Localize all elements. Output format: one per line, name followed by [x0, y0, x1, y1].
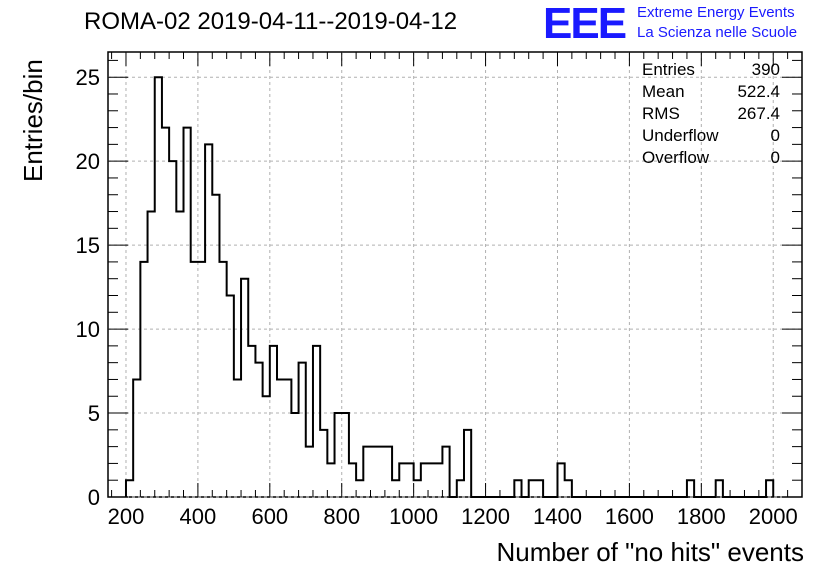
- histogram-bin: [378, 447, 385, 497]
- histogram-bin: [536, 480, 543, 497]
- histogram-bin: [198, 262, 205, 497]
- histogram-bin: [241, 279, 248, 497]
- histogram-bin: [140, 262, 147, 497]
- histogram-bin: [406, 463, 413, 497]
- stat-row-overflow: Overflow 0: [642, 147, 780, 169]
- histogram-bin: [421, 463, 428, 497]
- y-tick-label: 20: [76, 149, 100, 174]
- histogram-bin: [299, 363, 306, 497]
- histogram-bin: [148, 212, 155, 497]
- x-tick-labels: 200 400 600 800 1000 1200 1400 1600 1800 2000: [108, 504, 798, 529]
- histogram-bin: [176, 212, 183, 497]
- histogram-bin: [155, 77, 162, 497]
- histogram-bin: [464, 430, 471, 497]
- histogram-bin: [356, 480, 363, 497]
- eee-logo: EEE: [543, 0, 627, 48]
- histogram-bin: [320, 430, 327, 497]
- histogram-bin: [370, 447, 377, 497]
- histogram-bin: [766, 480, 773, 497]
- histogram-bin: [212, 195, 219, 497]
- histogram-bin: [327, 463, 334, 497]
- y-axis-label: Entries/bin: [18, 59, 48, 182]
- histogram-bars: [124, 76, 775, 498]
- histogram-bin: [270, 346, 277, 497]
- histogram-bin: [529, 480, 536, 497]
- histogram-bin: [392, 480, 399, 497]
- x-tick-label: 400: [180, 504, 217, 529]
- x-tick-label: 1200: [461, 504, 510, 529]
- histogram-bin: [557, 463, 564, 497]
- histogram-bin: [126, 480, 133, 497]
- histogram-bin: [219, 262, 226, 497]
- y-tick-label: 0: [88, 485, 100, 510]
- y-tick-label: 5: [88, 401, 100, 426]
- histogram-bin: [514, 480, 521, 497]
- histogram-bin: [306, 447, 313, 497]
- stat-value: 267.4: [737, 104, 780, 123]
- stat-row-underflow: Underflow 0: [642, 125, 780, 147]
- histogram-outline: [124, 76, 775, 498]
- histogram-bin: [565, 480, 572, 497]
- y-tick-labels: 0 5 10 15 20 25: [76, 65, 100, 510]
- histogram-bin: [399, 463, 406, 497]
- histogram-bin: [716, 480, 723, 497]
- histogram-bin: [184, 128, 191, 497]
- histogram-bin: [191, 262, 198, 497]
- stat-label: RMS: [642, 104, 680, 123]
- stat-label: Mean: [642, 82, 685, 101]
- y-tick-label: 10: [76, 317, 100, 342]
- y-tick-label: 15: [76, 233, 100, 258]
- x-tick-label: 2000: [749, 504, 798, 529]
- logo-line-2: La Scienza nelle Scuole: [637, 24, 798, 41]
- histogram-bin: [363, 447, 370, 497]
- histogram-bin: [385, 447, 392, 497]
- histogram-bin: [428, 463, 435, 497]
- stat-label: Entries: [642, 60, 695, 79]
- x-tick-label: 200: [108, 504, 145, 529]
- logo-caption: Extreme Energy Events La Scienza nelle S…: [637, 3, 797, 43]
- histogram-bin: [263, 396, 270, 497]
- histogram-bin: [342, 413, 349, 497]
- histogram-bin: [284, 379, 291, 497]
- x-tick-label: 1400: [533, 504, 582, 529]
- stat-value: 0: [770, 148, 780, 167]
- stat-row-entries: Entries 390: [642, 59, 780, 81]
- histogram-bin: [414, 480, 421, 497]
- logo-line-1: Extreme Energy Events: [637, 4, 795, 21]
- x-tick-label: 600: [251, 504, 288, 529]
- histogram-bin: [205, 144, 212, 497]
- y-tick-label: 25: [76, 65, 100, 90]
- histogram-bin: [457, 480, 464, 497]
- stat-value: 0: [770, 126, 780, 145]
- histogram-bin: [687, 480, 694, 497]
- histogram-bin: [291, 413, 298, 497]
- histogram-bin: [335, 413, 342, 497]
- stat-label: Underflow: [642, 126, 719, 145]
- x-tick-label: 1600: [605, 504, 654, 529]
- histogram-bin: [349, 463, 356, 497]
- histogram-bin: [133, 379, 140, 497]
- histogram-bin: [248, 346, 255, 497]
- stat-label: Overflow: [642, 148, 710, 167]
- histogram-bin: [442, 447, 449, 497]
- x-tick-label: 1800: [677, 504, 726, 529]
- histogram-bin: [435, 463, 442, 497]
- chart-title: ROMA-02 2019-04-11--2019-04-12: [84, 8, 458, 35]
- stat-value: 522.4: [737, 82, 780, 101]
- histogram-bin: [277, 379, 284, 497]
- histogram-bin: [255, 363, 262, 497]
- stat-row-mean: Mean 522.4: [642, 81, 780, 103]
- stat-row-rms: RMS 267.4: [642, 103, 780, 125]
- x-tick-label: 800: [323, 504, 360, 529]
- histogram-bin: [162, 128, 169, 497]
- histogram-bin: [227, 295, 234, 497]
- histogram-bin: [313, 346, 320, 497]
- x-tick-label: 1000: [389, 504, 438, 529]
- x-axis-label: Number of "no hits" events: [496, 537, 805, 567]
- histogram-bin: [169, 161, 176, 497]
- stats-box: Entries 390 Mean 522.4 RMS 267.4 Underfl…: [642, 59, 780, 169]
- histogram-bin: [234, 379, 241, 497]
- stat-value: 390: [751, 60, 780, 79]
